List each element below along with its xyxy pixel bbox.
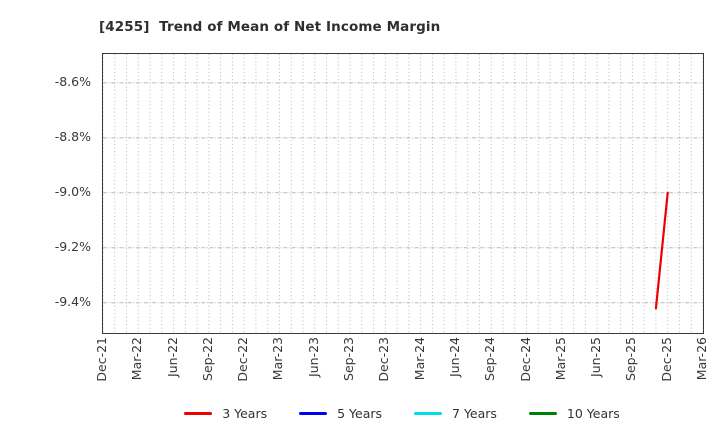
x-tick-label: Mar-22 [129, 337, 145, 381]
x-tick-label: Sep-23 [341, 337, 357, 381]
x-tick-label: Mar-25 [552, 337, 568, 381]
y-tick-label: -9.0% [54, 183, 91, 199]
legend-line-swatch [528, 411, 557, 415]
y-tick-label: -9.4% [54, 293, 91, 309]
x-tick-label: Mar-26 [694, 337, 709, 381]
x-tick-label: Jun-22 [164, 337, 180, 377]
legend-item-7-years: 7 Years [414, 406, 497, 421]
legend-label: 7 Years [452, 405, 497, 421]
legend-line-swatch [414, 411, 443, 415]
legend: 3 Years 5 Years 7 Years 10 Years [102, 404, 702, 422]
legend-line-swatch [184, 411, 213, 415]
plot-canvas [103, 54, 703, 333]
plot-area [102, 53, 704, 334]
legend-label: 3 Years [222, 405, 268, 421]
y-tick-label: -8.8% [54, 128, 91, 144]
legend-label: 5 Years [337, 405, 383, 421]
series-line-3-years [654, 191, 669, 310]
x-tick-label: Jun-23 [305, 337, 321, 377]
x-tick-label: Sep-24 [482, 337, 498, 381]
legend-item-5-years: 5 Years [299, 406, 382, 421]
legend-line-swatch [299, 411, 328, 415]
x-tick-label: Jun-25 [588, 337, 604, 377]
y-tick-label: -8.6% [54, 73, 91, 89]
x-tick-label: Dec-25 [658, 337, 674, 382]
x-tick-label: Mar-23 [270, 337, 286, 381]
legend-label: 10 Years [566, 405, 620, 421]
x-tick-label: Dec-21 [94, 337, 109, 382]
x-tick-label: Dec-24 [517, 337, 533, 382]
x-tick-label: Dec-22 [235, 337, 251, 382]
x-tick-label: Dec-23 [376, 337, 392, 382]
x-tick-label: Jun-24 [446, 337, 462, 377]
chart-title: [4255] Trend of Mean of Net Income Margi… [99, 19, 441, 35]
x-tick-label: Sep-25 [623, 337, 639, 381]
x-tick-label: Mar-24 [411, 337, 427, 381]
x-tick-label: Sep-22 [199, 337, 215, 381]
legend-item-10-years: 10 Years [528, 405, 620, 421]
legend-item-3-years: 3 Years [184, 406, 267, 421]
y-tick-label: -9.2% [54, 238, 91, 254]
